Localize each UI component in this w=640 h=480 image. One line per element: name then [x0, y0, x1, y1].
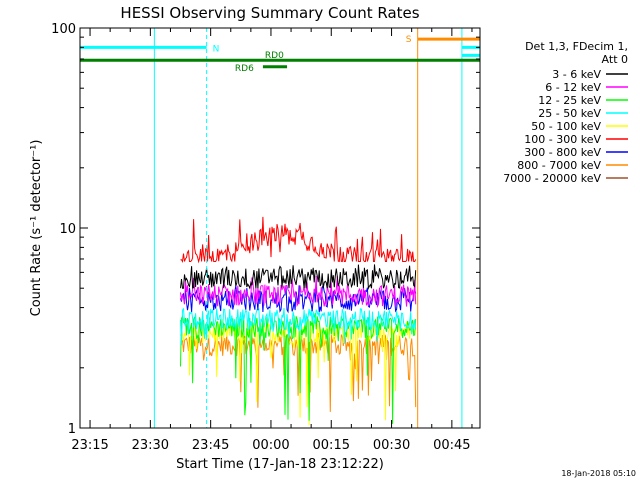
y-axis-label: Count Rate (s⁻¹ detector⁻¹) [29, 140, 44, 317]
series-line-300-800-keV [180, 284, 417, 314]
legend-label: 300 - 800 keV [524, 146, 601, 159]
legend-header: Att 0 [602, 53, 628, 66]
annotation-label-RD0: RD0 [265, 51, 284, 61]
legend-label: 50 - 100 keV [531, 120, 601, 133]
legend-label: 3 - 6 keV [552, 68, 601, 81]
y-tick-label: 10 [59, 222, 76, 237]
legend-header: Det 1,3, FDecim 1, [525, 40, 628, 53]
series-line-6-12-keV [180, 275, 417, 308]
series-line-50-100-keV [180, 318, 417, 426]
legend-label: 25 - 50 keV [538, 107, 601, 120]
series-line-800-7000-keV [180, 333, 417, 412]
chart-title: HESSI Observing Summary Count Rates [120, 4, 419, 22]
x-tick-label: 23:45 [192, 438, 229, 453]
series-line-3-6-keV [180, 264, 417, 291]
annotation-label-N: N [213, 44, 220, 54]
x-tick-label: 00:30 [373, 438, 410, 453]
legend-label: 12 - 25 keV [538, 94, 601, 107]
x-tick-label: 23:30 [132, 438, 169, 453]
annotation-label-S: S [406, 35, 412, 45]
x-tick-label: 00:00 [252, 438, 289, 453]
plot-frame [79, 27, 481, 429]
footer-timestamp: 18-Jan-2018 05:10 [561, 469, 636, 478]
legend-label: 800 - 7000 keV [517, 159, 601, 172]
x-tick-label: 00:15 [313, 438, 350, 453]
series-line-12-25-keV [180, 312, 417, 424]
plot-annotations: N S RD0 RD6 [80, 28, 480, 428]
legend-label: 100 - 300 keV [524, 133, 601, 146]
x-tick-label: 23:15 [71, 438, 108, 453]
y-tick-label: 100 [51, 22, 76, 37]
legend-label: 7000 - 20000 keV [503, 172, 601, 185]
annotation-label-RD6: RD6 [235, 64, 254, 74]
legend-label: 6 - 12 keV [545, 81, 601, 94]
axes: 23:15 23:30 23:45 00:00 00:15 00:30 00:45 1 10 10… [51, 22, 480, 453]
x-tick-label: 00:45 [433, 438, 470, 453]
plot-series [180, 216, 417, 426]
series-line-25-50-keV [180, 307, 417, 345]
y-tick-label: 1 [68, 422, 76, 437]
x-axis-label: Start Time (17-Jan-18 23:12:22) [176, 457, 384, 472]
series-line-100-300-keV [180, 216, 417, 264]
